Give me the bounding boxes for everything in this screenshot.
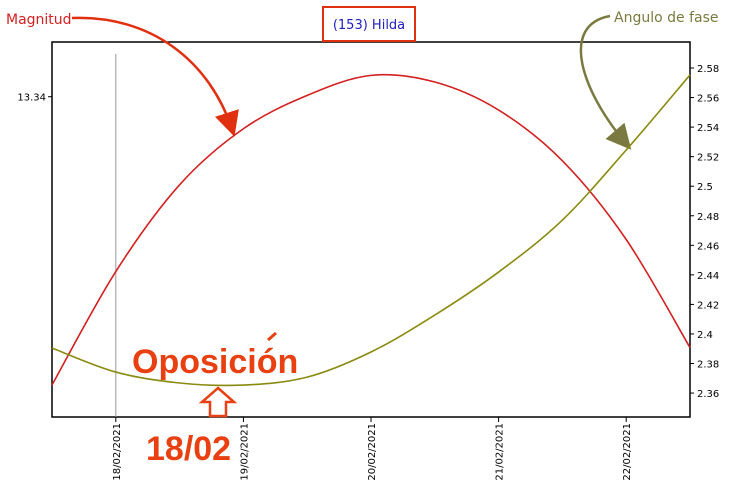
series-line xyxy=(51,74,691,387)
chart-title: (153) Hilda xyxy=(333,18,405,33)
x-tick-label: 22/02/2021 xyxy=(622,423,633,481)
accent xyxy=(267,331,277,342)
y2-tick-label: 2.4 xyxy=(697,330,713,341)
series-line xyxy=(51,73,691,386)
annotation: Oposición xyxy=(132,343,298,381)
x-tick-label: 20/02/2021 xyxy=(367,423,378,481)
y-tick-label: 13.34 xyxy=(17,93,46,104)
legend-entry: Angulo de fase xyxy=(614,10,718,26)
y2-tick-label: 2.48 xyxy=(697,212,719,223)
y2-tick-label: 2.54 xyxy=(697,123,719,134)
y2-tick-label: 2.38 xyxy=(697,360,719,371)
annotation-arrow xyxy=(579,14,632,150)
x-tick-label: 21/02/2021 xyxy=(495,423,506,481)
y2-tick-label: 2.44 xyxy=(697,271,719,282)
y2-tick-label: 2.36 xyxy=(697,389,719,400)
x-tick-label: 18/02/2021 xyxy=(112,423,123,481)
y2-tick-label: 2.58 xyxy=(697,64,719,75)
title-box xyxy=(322,6,416,42)
x-tick-label: 19/02/2021 xyxy=(239,423,250,481)
annotation: 18/02 xyxy=(146,430,231,468)
y2-tick-label: 2.52 xyxy=(697,153,719,164)
annotation-arrow xyxy=(198,386,238,418)
y2-tick-label: 2.42 xyxy=(697,300,719,311)
y2-tick-label: 2.56 xyxy=(697,94,719,105)
y2-tick-label: 2.46 xyxy=(697,241,719,252)
annotation-arrow xyxy=(71,16,239,137)
legend-entry: Magnitud xyxy=(6,12,72,28)
y2-tick-label: 2.5 xyxy=(697,182,713,193)
